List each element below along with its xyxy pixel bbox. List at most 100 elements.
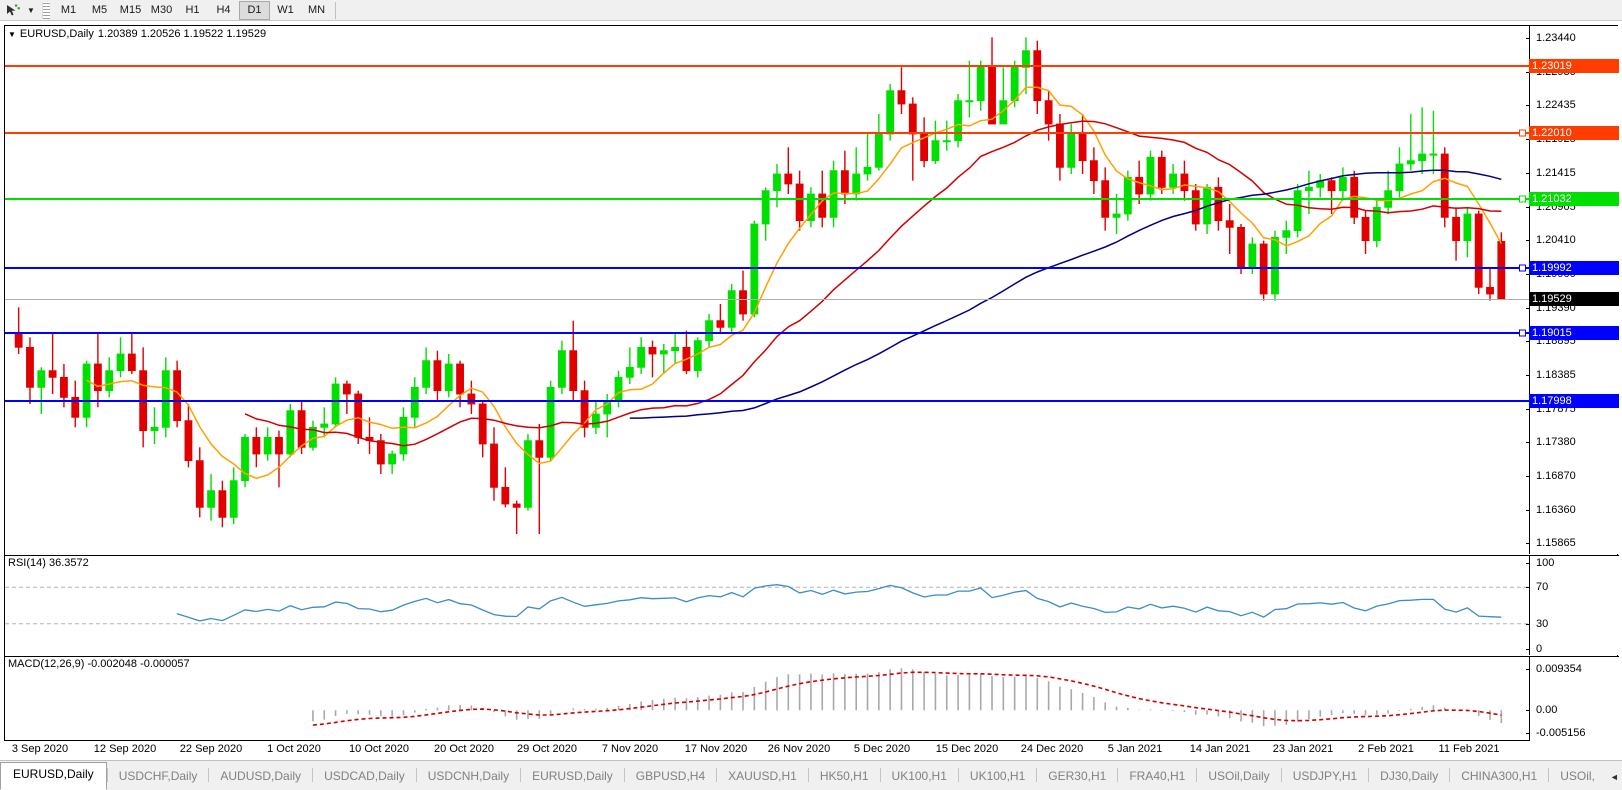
time-axis-label: 7 Nov 2020	[601, 743, 659, 755]
rsi-plot-area[interactable]	[5, 556, 1529, 655]
chart-tab-dj30-daily[interactable]: DJ30,Daily	[1380, 769, 1439, 783]
chart-tab-xauusd-h1[interactable]: XAUUSD,H1	[728, 769, 797, 783]
timeframe-button-d1[interactable]: D1	[239, 0, 270, 20]
timeframe-button-w1[interactable]: W1	[277, 3, 294, 16]
price-tick: 1.21415	[1526, 167, 1576, 179]
rsi-tick: 100	[1525, 557, 1554, 569]
rsi-label: RSI(14) 36.3572	[8, 557, 89, 569]
macd-tick: 0.009354	[1526, 663, 1582, 675]
tab-divider	[208, 768, 210, 782]
time-axis-label: 24 Dec 2020	[1020, 743, 1084, 755]
tab-divider	[957, 768, 959, 782]
chart-tab-ger30-h1[interactable]: GER30,H1	[1048, 769, 1107, 783]
chart-tab-eurusd-daily[interactable]: EURUSD,Daily	[0, 762, 107, 790]
chart-tab-usdcad-daily[interactable]: USDCAD,Daily	[324, 769, 405, 783]
price-tick: 1.15865	[1526, 537, 1576, 549]
timeframe-button-h4[interactable]: H4	[216, 3, 231, 16]
timeframe-button-mn[interactable]: MN	[307, 3, 326, 16]
tab-divider	[807, 768, 809, 782]
chart-header-caret-icon[interactable]: ▼	[8, 29, 16, 39]
price-tag-1.23019: 1.23019	[1529, 59, 1619, 74]
horizontal-line-1.17998[interactable]	[5, 399, 1529, 402]
crosshair-cursor-icon[interactable]	[2, 1, 24, 20]
chart-tab-usdjpy-h1[interactable]: USDJPY,H1	[1292, 769, 1358, 783]
tab-divider	[1280, 768, 1282, 782]
macd-pane[interactable]: MACD(12,26,9) -0.002048 -0.000057 0.0093…	[5, 656, 1619, 741]
time-axis-label: 3 Sep 2020	[11, 743, 69, 755]
timeframe-button-m1[interactable]: M1	[60, 3, 77, 16]
time-axis-label: 22 Sep 2020	[179, 743, 243, 755]
top-toolbar: ▼ M1 M5 M15 M30 H1 H4 D1 W1 MN	[0, 0, 1622, 21]
timeframe-button-m5[interactable]: M5	[91, 3, 108, 16]
current-price-tag: 1.19529	[1529, 291, 1619, 306]
rsi-scale: 100 70 30 0	[1525, 556, 1619, 655]
rsi-pane[interactable]: RSI(14) 36.3572 100 70 30 0	[5, 555, 1619, 655]
chart-tab-usdchf-daily[interactable]: USDCHF,Daily	[118, 769, 198, 783]
timeframe-button-m15[interactable]: M15	[119, 3, 142, 16]
tab-divider	[623, 768, 625, 782]
tab-divider	[1449, 768, 1451, 782]
chart-tab-hk50-h1[interactable]: HK50,H1	[819, 769, 869, 783]
price-tick: 1.16360	[1526, 504, 1576, 516]
timeframe-button-group: M1 M5 M15 M30 H1 H4 D1 W1 MN	[53, 0, 332, 20]
rsi-tick: 70	[1525, 581, 1548, 593]
time-axis-label: 29 Oct 2020	[517, 743, 577, 755]
chart-tab-usoil[interactable]: USOil,	[1560, 769, 1595, 783]
rsi-tick: 30	[1525, 618, 1548, 630]
chart-tab-usoil-daily[interactable]: USOil,Daily	[1208, 769, 1270, 783]
price-plot-area[interactable]	[5, 26, 1529, 554]
chart-tab-uk100-h1[interactable]: UK100,H1	[891, 769, 947, 783]
price-pane[interactable]: ▼ EURUSD,Daily 1.20389 1.20526 1.19522 1…	[5, 26, 1619, 554]
chart-tab-audusd-daily[interactable]: AUDUSD,Daily	[220, 769, 302, 783]
horizontal-line-1.23019[interactable]	[5, 65, 1529, 68]
tab-list: EURUSD,Daily USDCHF,Daily AUDUSD,Daily USDC…	[0, 762, 1606, 790]
horizontal-line-1.19015[interactable]	[5, 332, 1529, 334]
tab-divider	[1036, 768, 1038, 782]
chart-tab-gbpusd-h4[interactable]: GBPUSD,H4	[635, 769, 706, 783]
horizontal-line-handle[interactable]	[1519, 195, 1526, 203]
chevron-down-icon[interactable]: ▼	[27, 5, 35, 15]
chart-tab-fra40-h1[interactable]: FRA40,H1	[1129, 769, 1186, 783]
tab-divider	[1117, 768, 1119, 782]
time-axis-label: 12 Sep 2020	[93, 743, 157, 755]
tab-divider	[312, 768, 314, 782]
price-tag-1.19992: 1.19992	[1529, 260, 1619, 275]
tab-divider	[415, 768, 417, 782]
tab-divider	[716, 768, 718, 782]
horizontal-line-handle[interactable]	[1519, 329, 1526, 337]
horizontal-line-1.19992[interactable]	[5, 266, 1529, 269]
price-tick: 1.18385	[1526, 369, 1576, 381]
time-axis-label: 11 Feb 2021	[1438, 743, 1500, 755]
chart-tab-uk100-h1[interactable]: UK100,H1	[969, 769, 1026, 783]
tab-scroll-left-icon[interactable]: ◄	[1609, 772, 1619, 782]
time-axis-label: 5 Dec 2020	[853, 743, 911, 755]
current-price-line	[5, 298, 1529, 300]
tab-divider	[520, 768, 522, 782]
price-tick: 1.17380	[1526, 436, 1576, 448]
tab-scroll-controls: ◄ ►	[1610, 772, 1622, 782]
tab-divider	[1368, 768, 1370, 782]
price-tag-1.21032: 1.21032	[1529, 191, 1619, 206]
macd-tick: 0.00	[1525, 704, 1557, 716]
chart-tab-bar: EURUSD,Daily USDCHF,Daily AUDUSD,Daily USDC…	[0, 760, 1622, 790]
time-axis: 3 Sep 2020 12 Sep 2020 22 Sep 2020 1 Oct 20…	[4, 742, 1528, 758]
time-axis-label: 15 Dec 2020	[935, 743, 999, 755]
price-tick: 1.20410	[1526, 234, 1576, 246]
horizontal-line-handle[interactable]	[1519, 129, 1526, 137]
horizontal-line-handle[interactable]	[1519, 264, 1526, 272]
chart-symbol-label: EURUSD,Daily	[19, 28, 94, 40]
timeframe-button-m30[interactable]: M30	[150, 3, 173, 16]
toolbar-grip[interactable]	[42, 1, 50, 19]
price-scale[interactable]: 1.234401.229301.224351.219251.214151.209…	[1526, 26, 1619, 554]
price-tag-1.17998: 1.17998	[1529, 393, 1619, 408]
chart-tab-china300-h1[interactable]: CHINA300,H1	[1461, 769, 1538, 783]
chart-tab-eurusd-daily[interactable]: EURUSD,Daily	[532, 769, 613, 783]
toolbar-separator	[335, 1, 336, 19]
time-axis-label: 10 Oct 2020	[349, 743, 409, 755]
timeframe-button-h1[interactable]: H1	[185, 3, 200, 16]
horizontal-line-1.22010[interactable]	[5, 132, 1529, 135]
horizontal-line-1.21032[interactable]	[5, 197, 1529, 200]
chart-tab-usdcnh-daily[interactable]: USDCNH,Daily	[427, 769, 510, 783]
macd-plot-area[interactable]	[5, 657, 1529, 741]
price-tick: 1.16870	[1526, 470, 1576, 482]
